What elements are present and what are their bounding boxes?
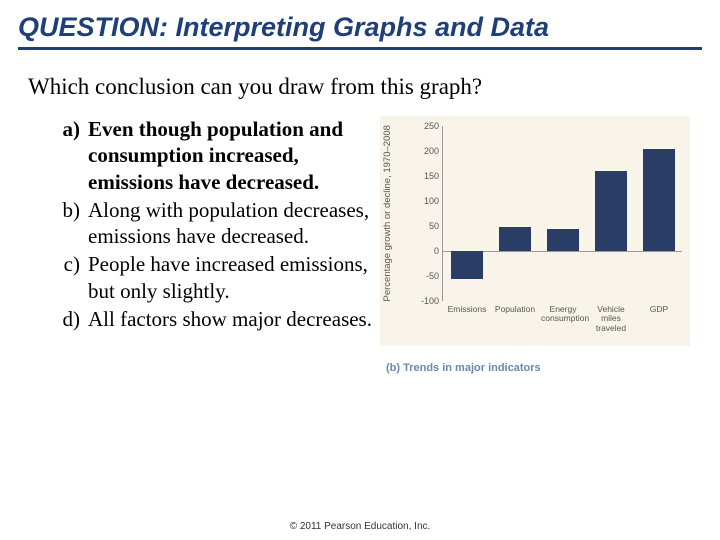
option-text: People have increased emissions, but onl…	[88, 251, 374, 304]
bar	[643, 149, 675, 252]
option-text: Along with population decreases, emissio…	[88, 197, 374, 250]
x-tick-label: Population	[493, 305, 537, 314]
y-tick-label: 100	[413, 196, 439, 206]
y-tick-label: 150	[413, 171, 439, 181]
x-tick-label: Energy consumption	[541, 305, 585, 324]
answer-option: d)All factors show major decreases.	[60, 306, 374, 332]
slide-title: QUESTION: Interpreting Graphs and Data	[18, 12, 702, 43]
chart-caption: (b) Trends in major indicators	[380, 362, 694, 374]
option-letter: c)	[60, 251, 88, 304]
option-letter: a)	[60, 116, 88, 195]
answer-option: c)People have increased emissions, but o…	[60, 251, 374, 304]
y-tick-label: 200	[413, 146, 439, 156]
y-tick-label: 0	[413, 246, 439, 256]
bar	[451, 251, 483, 279]
option-text: Even though population and consumption i…	[88, 116, 374, 195]
x-tick-label: GDP	[637, 305, 681, 314]
x-tick-label: Vehicle miles traveled	[589, 305, 633, 333]
bar	[547, 229, 579, 252]
answer-option: b)Along with population decreases, emiss…	[60, 197, 374, 250]
options-list: a)Even though population and consumption…	[14, 116, 374, 374]
bar	[595, 171, 627, 251]
copyright-text: © 2011 Pearson Education, Inc.	[0, 521, 720, 532]
option-text: All factors show major decreases.	[88, 306, 374, 332]
plot-region: -100-50050100150200250EmissionsPopulatio…	[442, 126, 682, 301]
title-underline	[18, 47, 702, 50]
content-row: a)Even though population and consumption…	[0, 110, 720, 374]
bar	[499, 227, 531, 251]
y-tick-label: 50	[413, 221, 439, 231]
bar-chart: Percentage growth or decline, 1970–2008 …	[380, 116, 690, 346]
question-text: Which conclusion can you draw from this …	[0, 56, 720, 110]
y-axis-title: Percentage growth or decline, 1970–2008	[382, 127, 393, 302]
title-bar: QUESTION: Interpreting Graphs and Data	[0, 0, 720, 56]
y-tick-label: 250	[413, 121, 439, 131]
x-tick-label: Emissions	[445, 305, 489, 314]
chart-area: Percentage growth or decline, 1970–2008 …	[374, 116, 694, 374]
option-letter: b)	[60, 197, 88, 250]
option-letter: d)	[60, 306, 88, 332]
y-tick-label: -50	[413, 271, 439, 281]
answer-option: a)Even though population and consumption…	[60, 116, 374, 195]
y-tick-label: -100	[413, 296, 439, 306]
